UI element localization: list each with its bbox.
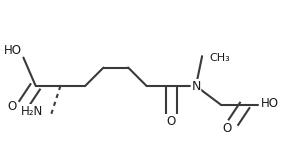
Text: N: N — [191, 80, 201, 93]
Text: O: O — [7, 100, 17, 113]
Text: H₂N: H₂N — [21, 105, 43, 117]
Text: O: O — [222, 122, 231, 135]
Text: CH₃: CH₃ — [209, 53, 230, 63]
Text: HO: HO — [4, 44, 22, 57]
Text: HO: HO — [261, 97, 279, 110]
Text: O: O — [167, 115, 176, 128]
